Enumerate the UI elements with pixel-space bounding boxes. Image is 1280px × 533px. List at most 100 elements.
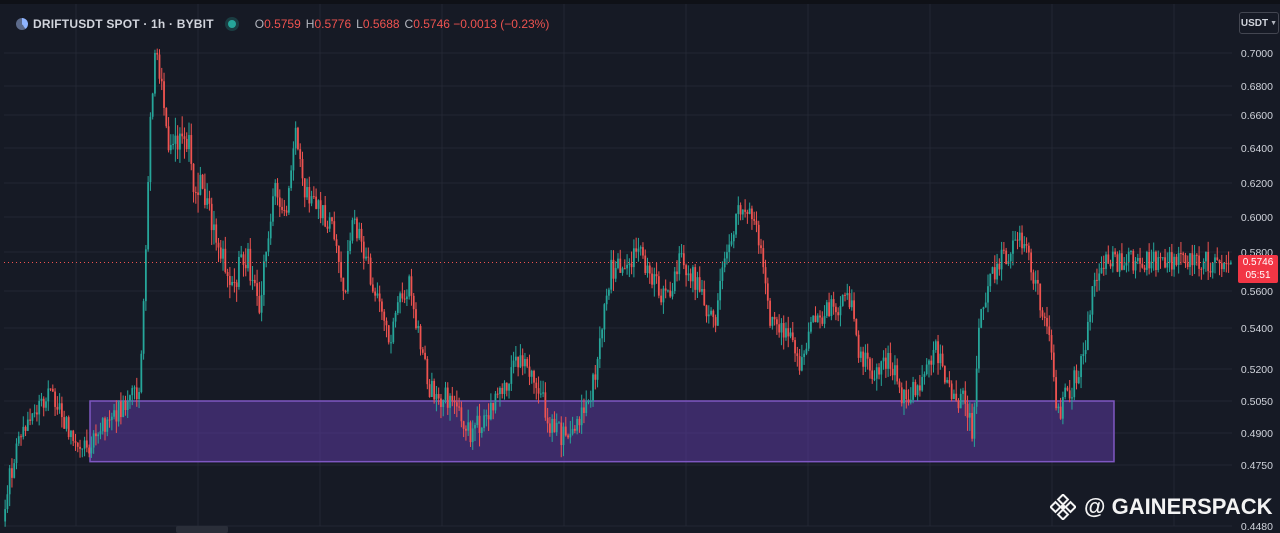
candle-body [621,268,624,273]
candle-body [408,276,411,297]
candle-body [1214,257,1216,263]
candle-body [1084,349,1087,355]
candle-body [1218,259,1221,264]
candle-body [789,332,792,337]
candle-body [891,368,894,376]
candle-body [310,196,313,204]
candle-body [165,107,168,127]
currency-select-button[interactable]: USDT ▼ [1239,12,1279,34]
candle-body [492,402,495,411]
candle-body [660,295,663,303]
candle-body [317,200,320,209]
candle-body [265,251,268,262]
candle-body [828,302,830,317]
candle-body [258,295,261,313]
candle-body [975,368,978,407]
candle-body [394,312,397,322]
candle-body [866,352,869,359]
candle-body [637,248,640,252]
candle-body [528,366,531,377]
candle-body [998,263,1001,270]
candle-body [689,273,692,282]
candle-body [505,382,508,391]
candle-body [701,289,703,292]
candle-body [306,187,308,198]
candle-body [156,52,159,55]
candle-body [1189,253,1191,267]
candle-body [406,296,408,300]
candle-body [226,271,229,276]
candle-body [628,263,631,265]
candle-body [564,426,567,436]
candle-body [592,374,594,402]
price-tick-label: 0.5050 [1241,396,1273,408]
candle-body [728,244,731,253]
candle-body [880,361,883,375]
candle-body [1048,326,1051,336]
price-tick-label: 0.5200 [1241,364,1273,376]
price-tick-label: 0.6600 [1241,110,1273,122]
candle-body [918,385,921,391]
window-top-bar [0,0,1280,4]
candle-body [978,327,980,369]
candle-body [710,310,712,315]
candle-body [864,352,867,367]
candle-body [197,192,199,195]
candle-body [542,392,544,394]
candle-body [333,221,336,240]
candle-body [47,388,50,402]
candle-body [589,401,592,403]
candle-body [1055,377,1057,409]
candle-body [308,187,311,204]
price-axis[interactable]: 0.70000.68000.66000.64000.62000.60000.58… [1232,36,1280,533]
candle-body [553,418,556,433]
watermark-text: @ GAINERSPACK [1084,494,1273,519]
candle-body [228,275,231,285]
candle-body [533,370,535,383]
candle-body [576,418,579,431]
candle-body [791,332,794,341]
candle-body [780,323,783,333]
candle-body [735,213,737,235]
time-scrollbar-thumb[interactable] [176,526,228,533]
candle-body [655,274,658,277]
candle-body [1198,255,1200,269]
candle-body [605,295,608,305]
candle-body [192,163,195,192]
candle-body [1123,265,1126,270]
candle-body [188,135,190,150]
candle-body [980,309,983,328]
candle-body [535,382,538,389]
candle-body [1177,253,1180,265]
candle-body [923,374,926,377]
symbol-title[interactable]: DRIFTUSDT SPOT · 1h · BYBIT [33,17,214,31]
candle-body [571,428,574,434]
candle-body [503,382,506,394]
candle-body [859,351,862,358]
candle-body [15,443,18,464]
candle-body [844,294,846,296]
candle-body [430,380,433,398]
candle-body [319,200,322,219]
candle-body [1227,263,1230,265]
candle-body [1175,256,1178,265]
binance-logo-icon [1050,494,1076,520]
candle-body [757,224,760,246]
candle-body [1082,354,1085,357]
candle-body [206,198,209,205]
candle-body [905,389,908,400]
candle-body [1018,232,1021,241]
candle-body [1098,273,1101,281]
candle-body [948,380,951,384]
candle-body [342,277,345,291]
candle-body [950,383,953,400]
candle-body [1220,263,1223,270]
candle-body [140,353,143,393]
candle-body [113,410,115,417]
candle-body [539,393,542,395]
candle-body [601,329,604,339]
candle-body [1157,257,1160,271]
candle-body [154,52,156,94]
candle-body [67,417,70,438]
